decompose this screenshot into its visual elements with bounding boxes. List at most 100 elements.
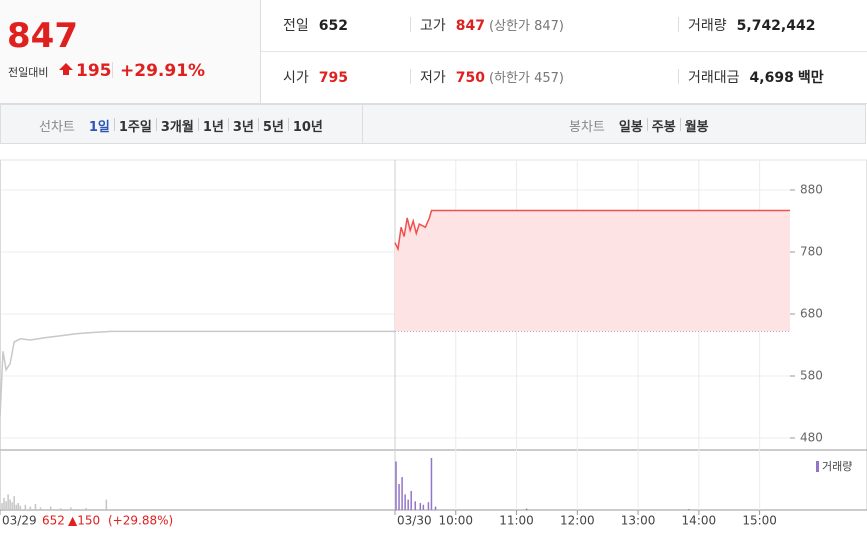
separator [227,118,229,131]
separator [678,69,679,84]
y-tick-label: 780 [800,245,823,259]
separator [410,69,411,84]
quote-label: 고가 [420,18,446,34]
change: 195 [76,61,112,81]
area [395,210,790,332]
quote: 거래대금 4,698 백만 [688,67,824,87]
quote-label: 거래량 [688,18,727,34]
separator [197,118,199,131]
quote-unit: 백만 [797,70,824,86]
x-tick-label: 12:00 [560,514,595,528]
volume-bar [414,501,417,510]
change-pct: +29.91% [120,61,206,81]
volume-bar [34,503,37,510]
tab[interactable]: 5년 [262,120,284,135]
tab[interactable]: 주봉 [651,120,676,135]
y-tick-label: 580 [800,369,823,383]
separator [361,105,363,143]
price-line [394,209,790,252]
volume-bar [407,499,409,510]
volume-bar [29,506,32,510]
tab-group-label: 봉차트 [569,120,605,135]
volume-bar [39,507,42,510]
quote-note: (상한가 847) [489,19,564,34]
tab[interactable]: 10년 [292,120,323,135]
volume-bar [401,477,403,510]
quote-label: 시가 [283,70,309,86]
volume-bar [70,507,72,510]
price: 847 [7,16,78,56]
up-icon [59,63,73,75]
volume-bar [60,508,62,510]
price-panel: 847 전일대비 195 +29.91% [0,0,261,104]
volume-bar [430,458,433,510]
quote-label: 저가 [420,70,446,86]
volume-bar [395,461,397,510]
x-tick-label: 10:00 [438,514,473,528]
volume-bar [422,504,425,510]
quote: 거래량 5,742,442 [688,15,815,35]
tab[interactable]: 월봉 [684,120,709,135]
volume-bar [19,505,22,510]
volume-bar [525,508,528,510]
y-tick-label: 480 [800,431,823,445]
separator [287,118,289,131]
chart: 480 580 680 780 880 03/29 03/30 10:00 11:00 12:00… [0,159,867,528]
volume-bar [11,502,13,510]
volume-bar [24,504,27,510]
quote: 저가 750 (하한가 457) [420,67,564,87]
volume-bar [15,504,17,510]
separator [155,118,157,131]
x-tick-label: 15:00 [742,514,777,528]
tab[interactable]: 3년 [232,120,254,135]
price-line [0,330,395,417]
volume-bar [404,494,406,510]
tab[interactable]: 1주일 [118,120,152,135]
volume-bar [410,490,412,510]
y-tick-label: 880 [800,183,823,197]
separator [410,17,411,32]
volume-bar [17,503,19,510]
quote-value: 5,742,442 [736,18,816,34]
volume-bar [419,503,422,510]
volume-bar [3,497,5,510]
tab[interactable]: 일봉 [618,120,643,135]
prev-day-close: 652 [42,514,65,528]
tab[interactable]: 1일 [88,120,110,135]
volume-bar [85,507,87,510]
legend-swatch [816,461,819,472]
x-tick-label: 14:00 [682,514,717,528]
separator [646,118,648,131]
volume-bar [7,494,9,510]
quote: 고가 847 (상한가 847) [420,15,564,35]
tab-group-label: 선차트 [39,120,75,135]
quote: 전일 652 [283,15,348,35]
volume-bar [105,499,108,510]
quote: 시가 795 [283,67,348,87]
volume-bar [49,506,52,510]
x-tick-label: 11:00 [499,514,534,528]
volume-bar [398,484,400,510]
separator [679,118,681,131]
volume-bar [434,506,437,510]
separator [257,118,259,131]
volume-bar [427,502,430,510]
tab[interactable]: 1년 [202,120,224,135]
volume-bar [5,501,7,510]
separator [678,17,679,32]
volume-bar [687,509,690,510]
quote-label: 전일 [283,18,309,34]
change-label: 전일대비 [8,66,49,79]
quote-value: 750 [455,70,485,86]
tab[interactable]: 3개월 [160,120,194,135]
x-tick-label: 03/29 [2,514,37,528]
tab-bar: 선차트 1일 1주일 3개월 1년 3년 5년 10년 봉차트 일봉 주봉 월봉 [0,104,866,144]
quote-value: 4,698 [749,70,794,86]
y-tick-label: 680 [800,307,823,321]
separator [113,118,115,131]
prev-day-pct: (+29.88%) [108,514,173,528]
volume-bar [9,499,11,510]
quote-value: 795 [318,70,348,86]
quote-note: (하한가 457) [489,71,564,86]
